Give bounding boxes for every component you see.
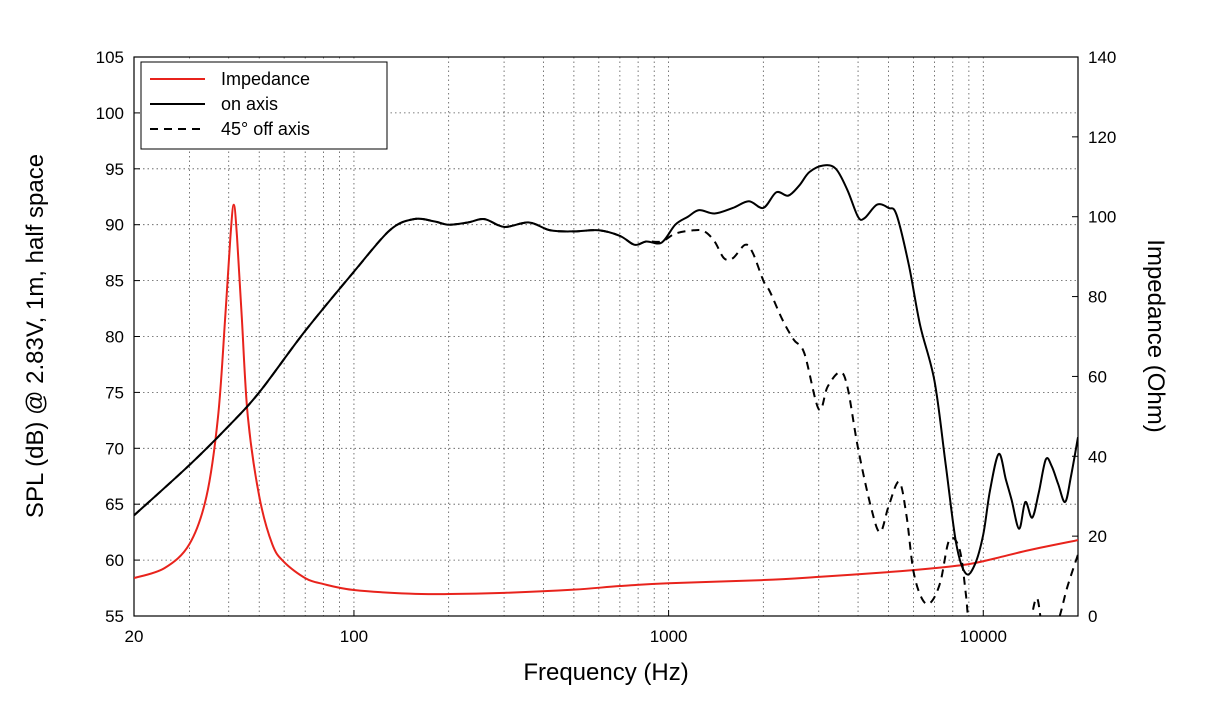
series-off-axis-line	[134, 217, 1078, 616]
y-tick-label: 95	[105, 160, 124, 179]
grid-lines	[134, 57, 1078, 616]
y2-tick-label: 80	[1088, 288, 1107, 307]
x-tick-label: 20	[125, 627, 144, 646]
y-axis-title: SPL (dB) @ 2.83V, 1m, half space	[22, 154, 49, 518]
legend: Impedance on axis 45° off axis	[140, 61, 388, 150]
y2-tick-label: 60	[1088, 367, 1107, 386]
y2-axis-title: Impedance (Ohm)	[1142, 239, 1169, 432]
y2-tick-label: 120	[1088, 128, 1116, 147]
y2-tick-label: 20	[1088, 527, 1107, 546]
y-tick-label: 75	[105, 383, 124, 402]
y-tick-label: 85	[105, 272, 124, 291]
axis-ticks: 20 100 1000 10000 55 60 65 70 75 80 85 90 95 100 105 0 2…	[96, 48, 1117, 646]
y-tick-label: 55	[105, 607, 124, 626]
legend-label-on-axis: on axis	[221, 94, 278, 114]
y2-tick-label: 40	[1088, 447, 1107, 466]
y2-tick-label: 140	[1088, 48, 1116, 67]
x-tick-label: 10000	[960, 627, 1007, 646]
y-tick-label: 100	[96, 104, 124, 123]
y2-tick-label: 0	[1088, 607, 1097, 626]
y-tick-label: 90	[105, 216, 124, 235]
y-tick-label: 65	[105, 495, 124, 514]
x-tick-label: 1000	[650, 627, 688, 646]
y-tick-label: 70	[105, 439, 124, 458]
x-tick-label: 100	[340, 627, 368, 646]
y2-tick-label: 100	[1088, 208, 1116, 227]
x-axis-title: Frequency (Hz)	[523, 659, 688, 686]
y-tick-label: 60	[105, 551, 124, 570]
series-impedance-line	[134, 203, 1078, 596]
legend-box	[140, 61, 388, 150]
y-tick-label: 105	[96, 48, 124, 67]
legend-label-impedance: Impedance	[221, 69, 310, 89]
legend-label-off-axis: 45° off axis	[221, 119, 310, 139]
y-tick-label: 80	[105, 328, 124, 347]
series-lines	[134, 164, 1078, 616]
